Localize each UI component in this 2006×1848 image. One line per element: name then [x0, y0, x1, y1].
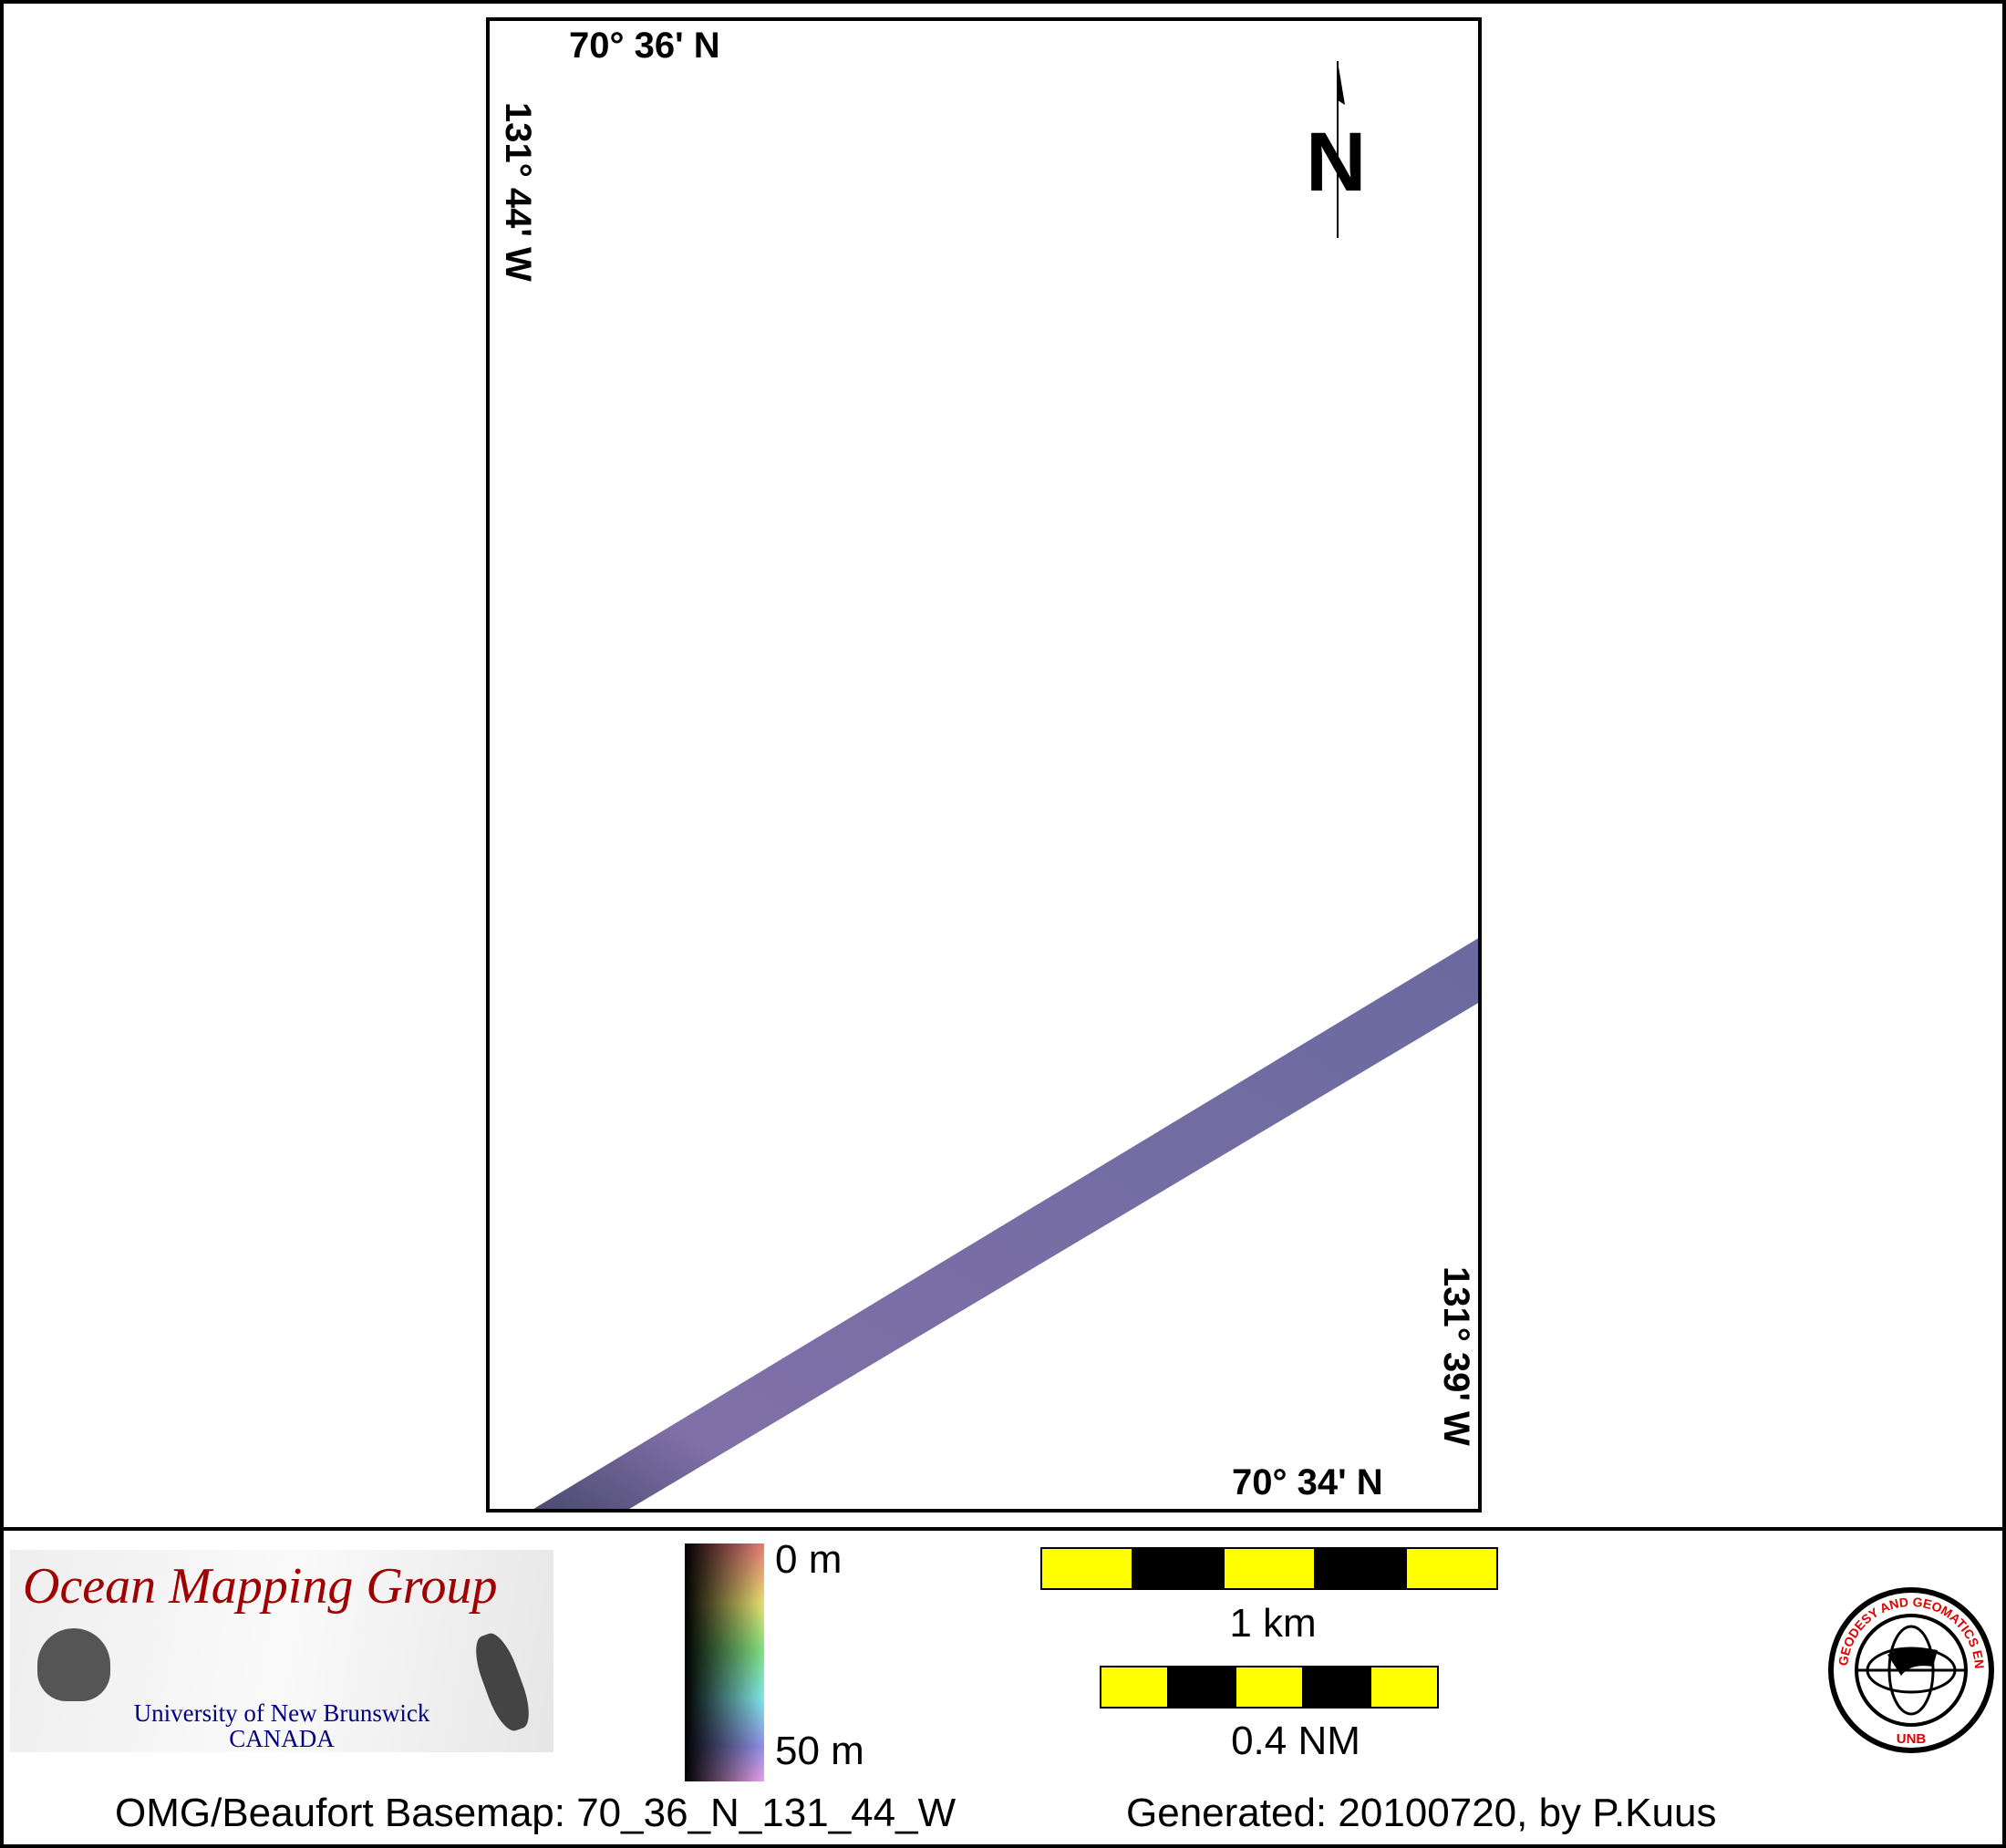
scale-segment [1132, 1547, 1225, 1590]
left-longitude-label: 131° 44' W [498, 102, 538, 282]
map-frame [486, 17, 1482, 1512]
unb-logo: GEODESY AND GEOMATICS ENGINEERING UNB [0, 0, 1994, 1753]
scale-segment [1040, 1547, 1133, 1590]
top-latitude-label: 70° 36' N [569, 26, 720, 66]
scale-segment [1223, 1547, 1316, 1590]
basemap-title: OMG/Beaufort Basemap: 70_36_N_131_44_W [115, 1791, 956, 1835]
scale-segment [1405, 1547, 1498, 1590]
scale-segment [1167, 1666, 1236, 1709]
svg-text:GEODESY AND GEOMATICS ENGINEER: GEODESY AND GEOMATICS ENGINEERING [0, 0, 1987, 1669]
scale-segment [1314, 1547, 1407, 1590]
scale-bar-km [1040, 1547, 1498, 1590]
scale-segment [1235, 1666, 1304, 1709]
svg-text:UNB: UNB [1897, 1731, 1927, 1747]
bottom-latitude-label: 70° 34' N [1232, 1462, 1383, 1502]
north-arrow-icon [1337, 61, 1345, 238]
right-longitude-label: 131° 39' W [1436, 1266, 1476, 1446]
scale-segment [1100, 1666, 1169, 1709]
scale-segment [1302, 1666, 1371, 1709]
colorbar-top-label: 0 m [775, 1537, 843, 1582]
scale-segment [1370, 1666, 1439, 1709]
scale-bar-nm [1100, 1666, 1439, 1709]
scale-nm-label: 0.4 NM [1231, 1719, 1360, 1763]
sonar-icon [37, 1628, 110, 1701]
scale-km-label: 1 km [1229, 1601, 1317, 1646]
colorbar-bottom-label: 50 m [775, 1729, 864, 1773]
bathymetry-swath [531, 937, 1480, 1511]
generated-credit: Generated: 20100720, by P.Kuus [1126, 1791, 1717, 1835]
omg-logo: Ocean Mapping Group University of New Br… [10, 1550, 553, 1752]
north-label: N [1306, 116, 1367, 209]
